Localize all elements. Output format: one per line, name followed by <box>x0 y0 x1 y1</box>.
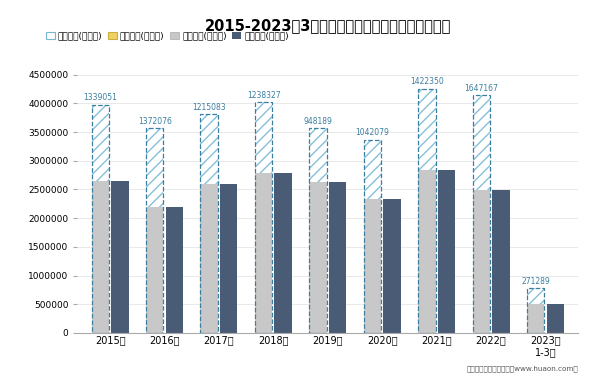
Bar <box>383 199 401 333</box>
Bar <box>364 140 381 333</box>
Bar <box>418 89 436 170</box>
Bar <box>146 128 163 333</box>
Bar <box>527 288 544 304</box>
Bar <box>200 114 218 333</box>
Bar <box>473 95 490 333</box>
Text: 1339051: 1339051 <box>83 94 117 102</box>
Bar <box>309 128 327 333</box>
Text: 1647167: 1647167 <box>464 84 498 93</box>
Bar <box>418 89 436 333</box>
Bar <box>473 95 490 333</box>
Bar <box>200 114 218 184</box>
Text: 271289: 271289 <box>522 277 550 286</box>
Bar <box>418 89 436 333</box>
Bar <box>527 288 544 333</box>
Bar <box>329 183 346 333</box>
Bar <box>146 128 163 207</box>
Bar <box>255 102 272 333</box>
Bar <box>309 128 327 333</box>
Bar <box>92 105 109 181</box>
Bar <box>473 95 490 190</box>
Bar <box>547 304 564 333</box>
Bar <box>92 105 109 333</box>
Bar <box>527 288 544 333</box>
Bar <box>92 105 109 333</box>
Bar <box>111 181 129 333</box>
Bar <box>200 114 218 333</box>
Bar <box>166 207 183 333</box>
Text: 1372076: 1372076 <box>138 117 172 126</box>
Bar <box>146 128 163 333</box>
Bar <box>364 140 381 199</box>
Bar <box>309 128 327 183</box>
Bar <box>275 173 292 333</box>
Bar <box>255 102 272 333</box>
Text: 1042079: 1042079 <box>355 128 389 137</box>
Text: 948189: 948189 <box>303 117 333 126</box>
Text: 1238327: 1238327 <box>247 91 280 100</box>
Text: 1215083: 1215083 <box>193 103 226 112</box>
Title: 2015-2023年3月福建省外商投资企业进出口差额图: 2015-2023年3月福建省外商投资企业进出口差额图 <box>204 18 451 33</box>
Bar <box>220 184 237 333</box>
Bar <box>492 190 510 333</box>
Bar <box>364 140 381 333</box>
Bar <box>255 102 272 173</box>
Bar <box>437 170 455 333</box>
Text: 1422350: 1422350 <box>410 77 443 86</box>
Legend: 贸易顺差(万美元), 贸易逆差(万美元), 出口总额(万美元), 进口总额(万美元): 贸易顺差(万美元), 贸易逆差(万美元), 出口总额(万美元), 进口总额(万美… <box>42 28 293 44</box>
Text: 制图：华经产业研究院（www.huaon.com）: 制图：华经产业研究院（www.huaon.com） <box>466 365 578 372</box>
